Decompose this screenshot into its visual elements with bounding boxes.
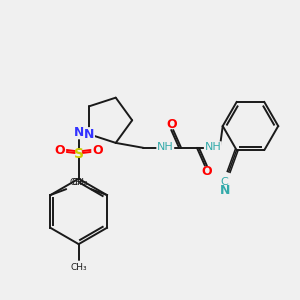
Text: N: N <box>74 126 84 139</box>
Text: O: O <box>92 145 103 158</box>
Text: CH₃: CH₃ <box>69 178 86 187</box>
Text: O: O <box>166 118 176 130</box>
Text: O: O <box>55 145 65 158</box>
Text: O: O <box>202 165 212 178</box>
Text: N: N <box>84 128 94 141</box>
Text: NH: NH <box>205 142 221 152</box>
Text: C: C <box>221 177 229 187</box>
Text: N: N <box>220 184 230 197</box>
Text: CH₃: CH₃ <box>71 178 88 187</box>
Text: S: S <box>74 147 84 161</box>
Text: NH: NH <box>157 142 174 152</box>
Text: CH₃: CH₃ <box>70 263 87 272</box>
